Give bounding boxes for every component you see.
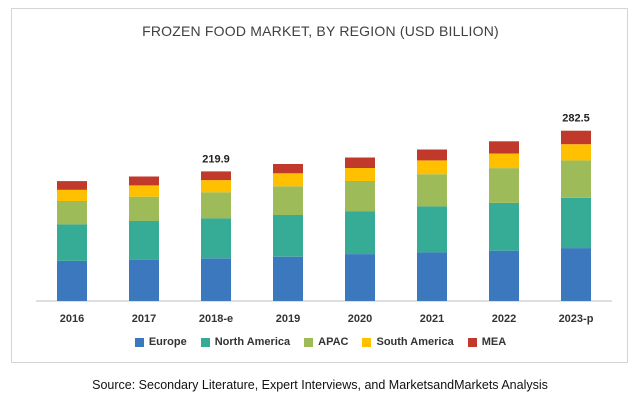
bar-segment-europe-2018-e — [201, 258, 231, 301]
legend-label: South America — [376, 336, 454, 348]
bar-segment-north-america-2017 — [129, 221, 159, 260]
bar-segment-apac-2021 — [417, 174, 447, 207]
bar-segment-europe-2022 — [489, 250, 519, 301]
bar-segment-apac-2022 — [489, 168, 519, 203]
legend-item-north-america: North America — [200, 336, 291, 348]
bar-segment-south-america-2016 — [57, 189, 87, 201]
bar-segment-mea-2022 — [489, 141, 519, 154]
bar-segment-south-america-2020 — [345, 168, 375, 181]
legend-label: APAC — [318, 336, 349, 348]
bar-segment-apac-2018-e — [201, 192, 231, 219]
legend-swatch — [304, 337, 314, 347]
bar-segment-north-america-2022 — [489, 202, 519, 251]
bar-segment-north-america-2021 — [417, 206, 447, 253]
bar-segment-south-america-2017 — [129, 185, 159, 197]
bar-segment-europe-2020 — [345, 254, 375, 301]
bar-segment-mea-2020 — [345, 157, 375, 168]
bar-segment-north-america-2019 — [273, 214, 303, 257]
bar-segment-south-america-2022 — [489, 153, 519, 169]
chart-plot: 2016 2017 2018-e 219.9 2019 2020 2021 2022 2023-… — [36, 113, 612, 325]
legend-swatch — [362, 337, 372, 347]
bar-segment-apac-2020 — [345, 181, 375, 212]
legend-item-europe: Europe — [134, 336, 187, 348]
x-tick-label: 2021 — [420, 313, 444, 325]
bar-segment-mea-2017 — [129, 176, 159, 186]
bar-segment-europe-2019 — [273, 256, 303, 301]
bar-segment-mea-2023-p — [561, 130, 591, 145]
x-tick-label: 2023-p — [559, 313, 594, 325]
data-label: 219.9 — [202, 153, 230, 165]
bar-segment-mea-2021 — [417, 149, 447, 161]
bar-segment-apac-2023-p — [561, 160, 591, 198]
legend-label: MEA — [481, 336, 507, 348]
chart-frame: FROZEN FOOD MARKET, BY REGION (USD BILLI… — [11, 8, 628, 363]
bar-segment-mea-2016 — [57, 181, 87, 190]
bar-segment-mea-2019 — [273, 164, 303, 174]
bar-segment-north-america-2020 — [345, 211, 375, 255]
x-tick-label: 2016 — [60, 313, 84, 325]
x-tick-label: 2022 — [492, 313, 516, 325]
bar-segment-europe-2016 — [57, 261, 87, 301]
bar-segment-europe-2017 — [129, 259, 159, 301]
bar-segment-south-america-2019 — [273, 173, 303, 187]
x-tick-label: 2017 — [132, 313, 156, 325]
bar-segment-europe-2023-p — [561, 248, 591, 301]
source-note: Source: Secondary Literature, Expert Int… — [92, 378, 548, 392]
bar-segment-north-america-2023-p — [561, 197, 591, 249]
x-tick-label: 2020 — [348, 313, 372, 325]
bar-segment-apac-2016 — [57, 201, 87, 225]
legend-swatch — [200, 337, 210, 347]
bar-segment-south-america-2023-p — [561, 144, 591, 161]
legend-swatch — [467, 337, 477, 347]
legend-label: North America — [214, 336, 291, 348]
bar-segment-south-america-2018-e — [201, 180, 231, 193]
x-tick-label: 2018-e — [199, 313, 233, 325]
legend-item-apac: APAC — [304, 336, 348, 348]
data-label: 282.5 — [562, 113, 590, 125]
legend-swatch — [134, 337, 144, 347]
legend-item-mea: MEA — [467, 336, 507, 348]
bar-segment-north-america-2018-e — [201, 218, 231, 259]
bar-segment-mea-2018-e — [201, 171, 231, 181]
bar-segment-europe-2021 — [417, 252, 447, 301]
chart-legend: Europe North America APAC South America MEA — [12, 336, 629, 348]
chart-title: FROZEN FOOD MARKET, BY REGION (USD BILLI… — [142, 23, 499, 39]
x-tick-label: 2019 — [276, 313, 300, 325]
bar-segment-apac-2017 — [129, 196, 159, 221]
bar-segment-south-america-2021 — [417, 160, 447, 175]
bar-segment-apac-2019 — [273, 186, 303, 215]
bar-segment-north-america-2016 — [57, 224, 87, 261]
legend-item-south-america: South America — [362, 336, 454, 348]
legend-label: Europe — [148, 336, 187, 348]
